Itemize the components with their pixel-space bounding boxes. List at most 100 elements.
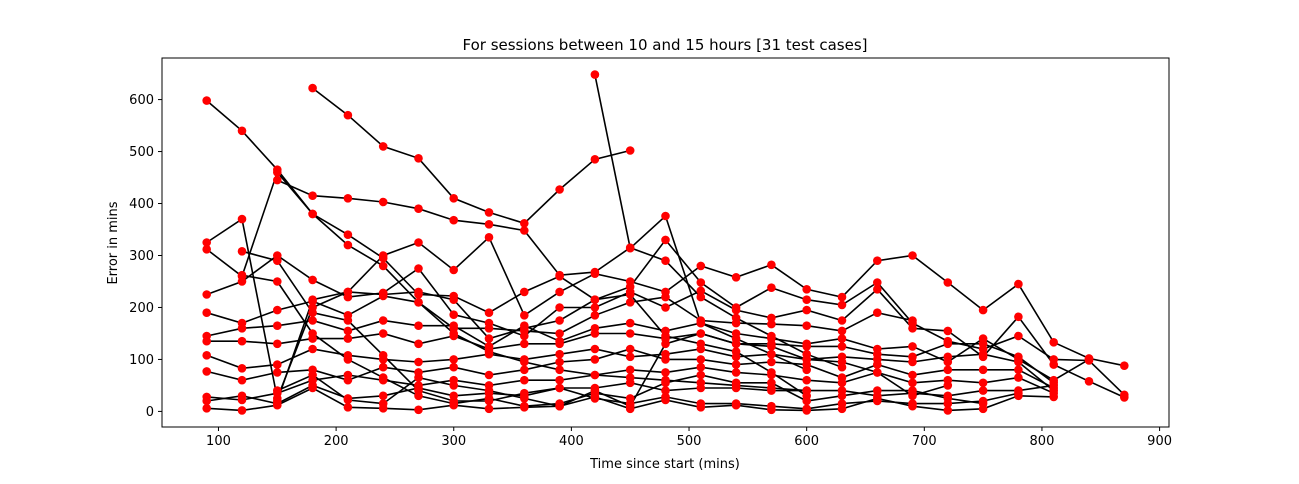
data-point bbox=[908, 316, 917, 325]
data-point bbox=[308, 370, 317, 380]
data-point bbox=[555, 316, 564, 325]
data-point bbox=[908, 324, 917, 333]
data-point bbox=[767, 368, 776, 377]
data-point bbox=[767, 313, 776, 323]
data-point bbox=[590, 311, 600, 320]
data-point bbox=[908, 370, 917, 380]
data-point bbox=[873, 368, 882, 377]
data-point bbox=[590, 269, 600, 279]
data-point bbox=[802, 391, 811, 401]
data-point bbox=[343, 230, 353, 239]
data-point bbox=[908, 357, 917, 367]
data-point bbox=[837, 316, 847, 325]
data-point bbox=[1049, 360, 1058, 369]
x-tick-label: 500 bbox=[677, 434, 702, 449]
data-point bbox=[625, 243, 635, 253]
data-point bbox=[520, 394, 529, 403]
data-point bbox=[908, 251, 917, 260]
data-point bbox=[449, 381, 459, 390]
series-line-17 bbox=[241, 274, 984, 408]
data-point bbox=[414, 238, 423, 247]
data-point bbox=[449, 355, 459, 364]
data-point bbox=[873, 308, 882, 318]
x-tick-label: 900 bbox=[1147, 434, 1172, 449]
data-point bbox=[837, 334, 847, 343]
data-point bbox=[555, 349, 564, 359]
data-point bbox=[343, 395, 353, 405]
x-tick-label: 700 bbox=[912, 434, 937, 449]
data-point bbox=[484, 208, 494, 217]
data-point bbox=[237, 364, 247, 373]
data-point bbox=[237, 214, 247, 224]
data-point bbox=[1014, 365, 1023, 375]
data-point bbox=[343, 334, 353, 343]
data-point bbox=[802, 375, 811, 385]
data-point bbox=[273, 321, 282, 331]
data-point bbox=[1084, 377, 1094, 386]
data-point bbox=[343, 240, 353, 250]
data-point bbox=[414, 405, 423, 415]
y-tick-label: 300 bbox=[129, 249, 154, 264]
data-point bbox=[696, 286, 706, 296]
data-point bbox=[767, 319, 776, 329]
data-point bbox=[625, 290, 635, 299]
data-point bbox=[873, 285, 882, 294]
data-point bbox=[696, 383, 706, 393]
x-tick-label: 400 bbox=[559, 434, 584, 449]
data-point bbox=[308, 275, 317, 285]
data-point bbox=[1120, 361, 1129, 371]
data-point bbox=[414, 357, 423, 367]
data-point bbox=[484, 404, 494, 414]
data-point bbox=[873, 386, 882, 395]
data-point bbox=[202, 336, 211, 346]
data-point bbox=[484, 349, 494, 359]
series-line-2 bbox=[312, 87, 631, 225]
data-point bbox=[378, 197, 388, 207]
data-point bbox=[202, 396, 211, 406]
data-point bbox=[908, 399, 917, 408]
data-point bbox=[661, 392, 670, 402]
data-point bbox=[1014, 357, 1023, 367]
data-point bbox=[484, 220, 494, 229]
data-point bbox=[661, 256, 670, 266]
data-point bbox=[802, 285, 811, 294]
data-point bbox=[1014, 279, 1023, 289]
data-point bbox=[202, 308, 211, 318]
data-point bbox=[273, 396, 282, 406]
data-point bbox=[202, 290, 211, 299]
data-point bbox=[237, 247, 247, 256]
data-point bbox=[978, 339, 988, 349]
data-point bbox=[308, 295, 317, 305]
data-point bbox=[555, 329, 564, 338]
data-point bbox=[661, 331, 670, 341]
data-point bbox=[625, 344, 635, 354]
data-point bbox=[731, 360, 741, 369]
data-point bbox=[237, 336, 247, 346]
data-point bbox=[661, 386, 670, 395]
data-point bbox=[343, 316, 353, 325]
data-point bbox=[202, 238, 211, 247]
data-point bbox=[273, 386, 282, 395]
data-point bbox=[520, 219, 529, 228]
data-point bbox=[343, 194, 353, 203]
data-point bbox=[731, 305, 741, 315]
data-point bbox=[661, 339, 670, 349]
data-point bbox=[308, 329, 317, 338]
data-point bbox=[237, 406, 247, 415]
data-point bbox=[202, 367, 211, 376]
data-point bbox=[590, 386, 600, 395]
data-point bbox=[237, 270, 247, 280]
data-point bbox=[837, 357, 847, 367]
data-point bbox=[625, 318, 635, 328]
data-point bbox=[873, 278, 882, 287]
y-tick-label: 500 bbox=[129, 145, 154, 160]
data-point bbox=[696, 399, 706, 408]
data-point bbox=[1014, 331, 1023, 341]
data-point bbox=[767, 283, 776, 293]
data-point bbox=[308, 316, 317, 325]
data-point bbox=[731, 378, 741, 388]
data-point bbox=[978, 349, 988, 359]
data-point bbox=[590, 355, 600, 364]
data-point bbox=[378, 373, 388, 382]
data-point bbox=[555, 303, 564, 312]
